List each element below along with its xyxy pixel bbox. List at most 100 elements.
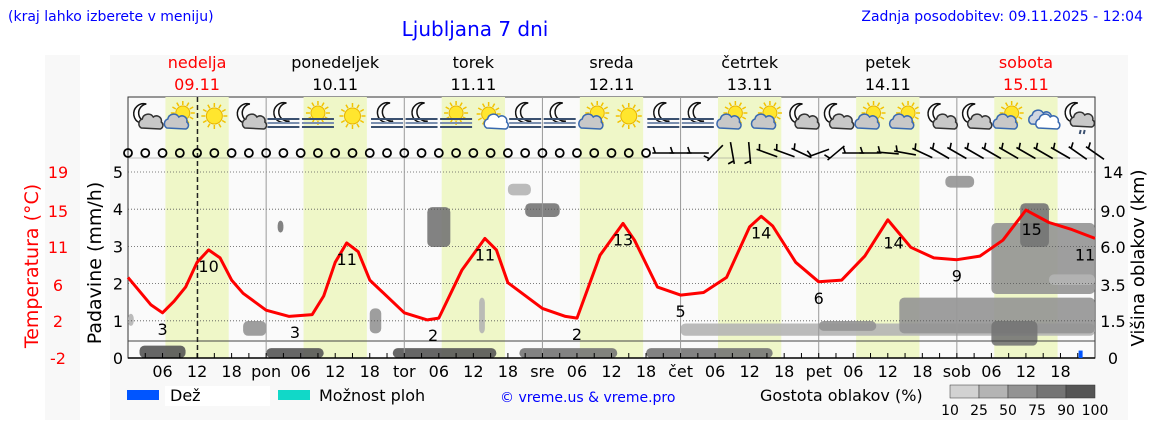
sun-ray: [307, 106, 312, 110]
cloud-shape: [716, 113, 742, 130]
barb-feather: [895, 145, 898, 152]
precip-bar: [1078, 350, 1083, 358]
day-name: sreda: [589, 53, 633, 72]
x-tick-label: 12: [1016, 362, 1036, 381]
sun-ray: [636, 108, 641, 113]
x-tick-label: 18: [498, 362, 518, 381]
barb-staff: [791, 147, 812, 159]
temperature-label: 14: [751, 223, 771, 242]
x-tick-label: 12: [463, 362, 483, 381]
sun-ray: [356, 123, 360, 128]
sun-ray: [445, 106, 450, 110]
sun-icon: [201, 103, 228, 129]
sun-ray: [724, 106, 729, 110]
cloud-height-tick: 3.5: [1100, 276, 1125, 295]
sun-ray: [449, 102, 453, 107]
wind-barb-icon: [744, 141, 752, 165]
calm-wind-icon: [433, 148, 444, 158]
barb-staff: [1033, 146, 1054, 160]
moon-cloud-icon: [133, 102, 164, 130]
x-tick-label: 18: [221, 362, 241, 381]
sun-ray: [880, 106, 885, 110]
barb-feather: [1000, 142, 1004, 150]
sun-ray: [218, 104, 222, 109]
cloud-shape: [138, 113, 164, 130]
sun-ray: [207, 104, 211, 109]
calm-wind-icon: [295, 148, 306, 158]
temperature-label: 15: [1022, 220, 1042, 239]
sun-ray: [218, 123, 222, 128]
sun-small-cloud-icon: [476, 102, 509, 130]
x-tick-label: 18: [912, 362, 932, 381]
temperature-label: 9: [952, 267, 962, 286]
day-date: 13.11: [727, 75, 773, 94]
cloud-patch: [1048, 274, 1095, 285]
sun-cloud-icon: [750, 101, 782, 130]
sun-ray: [603, 116, 608, 120]
wind-barb-icon: [1085, 142, 1105, 160]
barb-feather: [1070, 142, 1074, 149]
density-swatch: [1007, 384, 1038, 399]
density-swatch: [1036, 384, 1067, 399]
temperature-tick: 11: [48, 238, 68, 257]
cloud-patch: [392, 348, 497, 358]
cloud-shape: [966, 113, 993, 130]
cloud-shape: [992, 113, 1019, 130]
sun-ray: [356, 104, 360, 109]
cloud-shape: [932, 113, 958, 130]
x-tick-label: 18: [636, 362, 656, 381]
sun-ray: [345, 104, 349, 109]
calm-wind-icon: [330, 148, 341, 158]
wind-barb-icon: [1033, 142, 1054, 160]
barb-feather: [1087, 142, 1092, 149]
location-hint-link[interactable]: (kraj lahko izberete v meniju): [8, 9, 214, 25]
sun-ray: [1000, 106, 1006, 110]
temperature-tick: -2: [50, 349, 66, 368]
rain-drop: [1078, 129, 1082, 135]
x-tick-label: 12: [739, 362, 759, 381]
temperature-line: [126, 208, 1096, 322]
barb-feather: [758, 143, 761, 151]
x-tick-label: 12: [601, 362, 621, 381]
x-tick-label: 06: [705, 362, 725, 381]
precip-tick: 2: [113, 275, 123, 294]
cloud-shape: [1035, 113, 1061, 130]
cloud-shape: [888, 113, 915, 130]
temperature-label: 11: [1075, 245, 1095, 264]
calm-wind-icon: [641, 148, 651, 158]
sun-ray: [617, 108, 622, 113]
cloud-shape: [854, 113, 880, 130]
density-swatch: [949, 384, 980, 399]
cloud-shape: [1069, 111, 1096, 128]
sun-ray: [759, 106, 764, 110]
temperature-label: 10: [198, 257, 218, 276]
sun-ray: [773, 102, 777, 107]
cloud-patch: [818, 321, 877, 331]
cloud-height-tick: 6.0: [1100, 238, 1125, 257]
moon-cloud-icon: [961, 102, 993, 130]
density-level-label: 90: [1057, 403, 1075, 419]
barb-staff: [729, 142, 736, 164]
temperature-tick: 6: [53, 276, 63, 295]
sun-disc: [620, 107, 638, 125]
sun-ray: [728, 102, 733, 107]
day-date: 14.11: [865, 75, 911, 94]
wind-barb-icon: [998, 142, 1019, 160]
barb-feather: [877, 145, 881, 153]
sun-ray: [202, 119, 207, 124]
barb-staff: [827, 145, 845, 161]
cloud-density-legend-label: Gostota oblakov (%): [760, 386, 923, 405]
moon-fog-icon: [647, 101, 680, 128]
cloud-height-tick: 14: [1103, 163, 1123, 182]
copyright-link[interactable]: © vreme.us & vreme.pro: [500, 390, 675, 406]
sun-ray: [1015, 102, 1019, 107]
sun-fog-icon: [301, 101, 334, 128]
calm-wind-icon: [623, 148, 634, 158]
cloud-patch: [369, 308, 382, 334]
calm-wind-icon: [364, 148, 375, 158]
x-tick-label: 12: [878, 362, 898, 381]
sun-ray: [359, 108, 365, 113]
wind-barb-icon: [824, 145, 845, 161]
barb-staff: [929, 146, 950, 160]
